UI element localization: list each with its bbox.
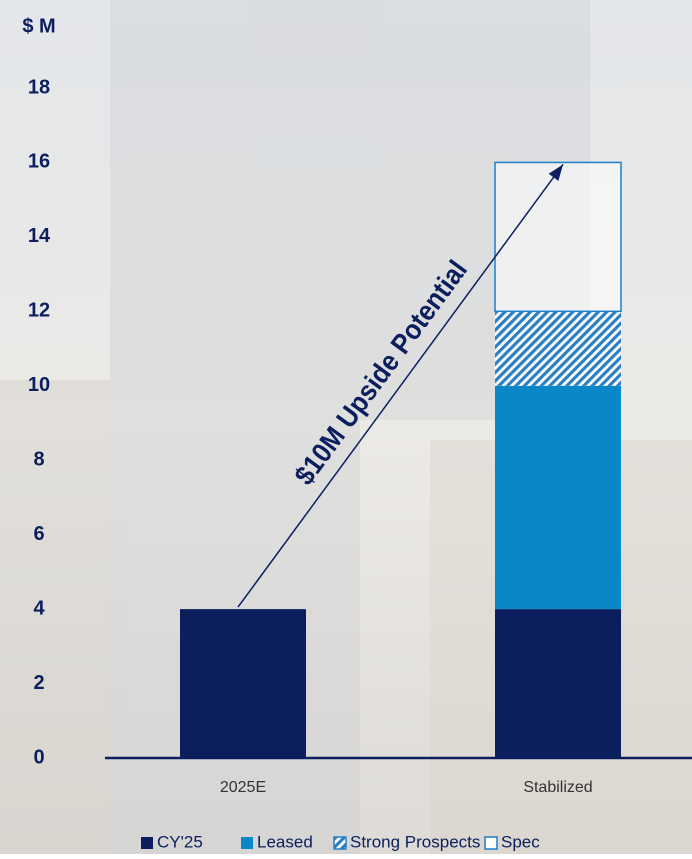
legend-marker [333, 836, 347, 850]
y-tick-label: 0 [33, 746, 44, 768]
bar-segment [180, 609, 306, 758]
legend-label: Spec [501, 832, 540, 851]
y-tick-label: 12 [28, 300, 50, 322]
y-tick-label: 8 [33, 449, 44, 471]
y-tick-label: 6 [33, 523, 44, 545]
x-tick-label: 2025E [220, 779, 266, 796]
legend-label: Strong Prospects [350, 832, 480, 851]
bar-segment [495, 385, 621, 610]
y-tick-label: 2 [33, 672, 44, 694]
y-axis-label: $ M [22, 15, 55, 37]
x-tick-label: Stabilized [523, 779, 592, 796]
legend-label: CY'25 [157, 832, 203, 851]
legend-marker [141, 837, 153, 849]
y-tick-label: 18 [28, 76, 50, 98]
legend-marker [241, 837, 253, 849]
legend-label: Leased [257, 832, 313, 851]
y-tick-label: 10 [28, 374, 50, 396]
bar-segment [495, 609, 621, 758]
annotation-arrow [237, 164, 564, 608]
legend-marker [484, 836, 498, 850]
y-tick-label: 4 [33, 597, 45, 619]
arrow-head [548, 164, 563, 181]
bar-segment [494, 161, 622, 313]
y-tick-label: 14 [28, 225, 51, 247]
bar-segment [495, 311, 621, 386]
y-tick-label: 16 [28, 151, 50, 173]
